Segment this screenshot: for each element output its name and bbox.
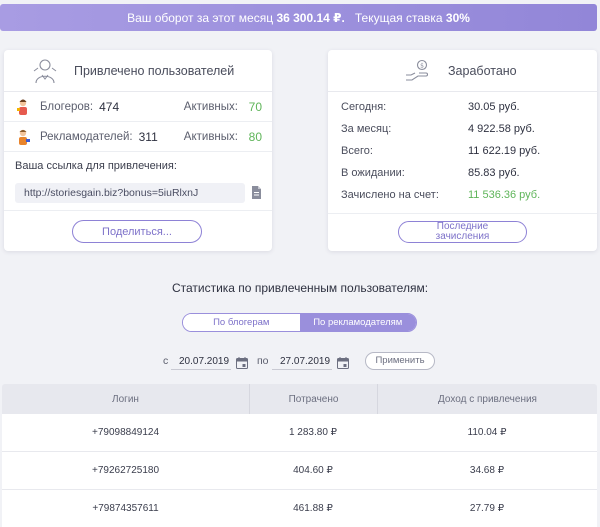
table-header: Логин Потрачено Доход с привлечения xyxy=(2,384,597,414)
referrals-card: Привлечено пользователей Блогеров: 474 А… xyxy=(4,50,272,251)
recent-payouts-button[interactable]: Последние зачисления xyxy=(398,221,527,243)
bloggers-active-count: 70 xyxy=(248,99,262,114)
advertisers-active-label: Активных: xyxy=(183,130,238,143)
svg-text:$: $ xyxy=(420,63,424,70)
bloggers-active-label: Активных: xyxy=(183,100,238,113)
turnover-banner: Ваш оборот за этот месяц 36 300.14 ₽. Те… xyxy=(0,4,597,31)
earnings-title: Заработано xyxy=(448,63,517,78)
cell-login: +79874357611 xyxy=(92,503,159,514)
apply-button[interactable]: Применить xyxy=(365,352,435,370)
referrals-table: Логин Потрачено Доход с привлечения +790… xyxy=(2,384,597,527)
advertisers-count: 311 xyxy=(138,129,158,144)
bloggers-count: 474 xyxy=(99,99,120,114)
hand-coin-icon: $ xyxy=(406,59,429,81)
earnings-credited-row: Зачислено на счет: 11 536.36 руб. xyxy=(341,189,571,205)
earnings-pending-row: В ожидании: 85.83 руб. xyxy=(341,167,571,183)
referral-link-field[interactable]: http://storiesgain.biz?bonus=5iuRlxnJ xyxy=(15,183,245,203)
calendar-icon[interactable] xyxy=(337,357,349,369)
earnings-credited-value: 11 536.36 руб. xyxy=(468,189,541,201)
turnover-value: 36 300.14 ₽. xyxy=(276,10,345,25)
rate-value: 30% xyxy=(445,10,470,25)
table-row: +79098849124 1 283.80 ₽ 110.04 ₽ xyxy=(2,414,597,452)
earnings-month-value: 4 922.58 руб. xyxy=(468,123,535,135)
cell-income: 110.04 ₽ xyxy=(467,427,507,438)
stats-title: Статистика по привлеченным пользователям… xyxy=(171,281,429,295)
column-header-income: Доход с привлечения xyxy=(377,384,597,414)
advertisers-label: Рекламодателей: xyxy=(40,130,133,143)
table-row: +79262725180 404.60 ₽ 34.68 ₽ xyxy=(2,452,597,490)
earnings-pending-value: 85.83 руб. xyxy=(468,167,520,179)
stats-type-toggle: По блогерам По рекламодателям xyxy=(182,313,417,332)
referral-link-label: Ваша ссылка для привлечения: xyxy=(15,160,177,172)
rate-label: Текущая ставка xyxy=(354,10,443,25)
date-to-input[interactable]: 27.07.2019 xyxy=(272,354,332,370)
table-row: +79874357611 461.88 ₽ 27.79 ₽ xyxy=(2,490,597,527)
cell-login: +79098849124 xyxy=(91,427,160,438)
cell-spent: 404.60 ₽ xyxy=(293,465,333,476)
referrals-card-header: Привлечено пользователей xyxy=(4,50,272,92)
cell-income: 27.79 ₽ xyxy=(469,503,505,514)
date-from-input[interactable]: 20.07.2019 xyxy=(171,354,231,370)
earnings-today-value: 30.05 руб. xyxy=(468,101,520,113)
calendar-icon[interactable] xyxy=(236,357,248,369)
date-from-label: с xyxy=(163,355,169,367)
cell-spent: 461.88 ₽ xyxy=(293,503,333,514)
advertiser-avatar-icon xyxy=(19,129,30,145)
bloggers-row: Блогеров: 474 Активных: 70 xyxy=(4,92,272,122)
earnings-total-label: Всего: xyxy=(341,145,373,157)
column-header-spent: Потрачено xyxy=(249,384,377,414)
advertisers-row: Рекламодателей: 311 Активных: 80 xyxy=(4,122,272,152)
earnings-today-label: Сегодня: xyxy=(341,101,387,113)
earnings-total-row: Всего: 11 622.19 руб. xyxy=(341,145,571,161)
referrals-title: Привлечено пользователей xyxy=(74,63,235,78)
earnings-credited-label: Зачислено на счет: xyxy=(341,189,439,201)
turnover-label: Ваш оборот за этот месяц xyxy=(127,10,274,25)
share-button[interactable]: Поделиться... xyxy=(72,220,202,243)
column-header-login: Логин xyxy=(112,393,139,405)
earnings-today-row: Сегодня: 30.05 руб. xyxy=(341,101,571,117)
user-group-icon xyxy=(33,59,57,84)
cell-spent: 1 283.80 ₽ xyxy=(288,427,338,438)
earnings-card: $ Заработано Сегодня: 30.05 руб. За меся… xyxy=(328,50,597,251)
copy-icon[interactable] xyxy=(251,186,262,199)
cell-login: +79262725180 xyxy=(91,465,160,476)
earnings-month-row: За месяц: 4 922.58 руб. xyxy=(341,123,571,139)
cell-income: 34.68 ₽ xyxy=(469,465,505,476)
bloggers-label: Блогеров: xyxy=(40,100,94,113)
tab-bloggers[interactable]: По блогерам xyxy=(183,314,300,331)
advertisers-active-count: 80 xyxy=(248,129,262,144)
earnings-month-label: За месяц: xyxy=(341,123,392,135)
tab-advertisers[interactable]: По рекламодателям xyxy=(299,314,416,331)
divider xyxy=(4,210,272,211)
earnings-card-header: $ Заработано xyxy=(328,50,597,92)
blogger-avatar-icon xyxy=(17,99,27,115)
divider xyxy=(328,213,597,214)
earnings-total-value: 11 622.19 руб. xyxy=(468,145,541,157)
date-to-label: по xyxy=(257,355,269,367)
earnings-pending-label: В ожидании: xyxy=(341,167,405,179)
